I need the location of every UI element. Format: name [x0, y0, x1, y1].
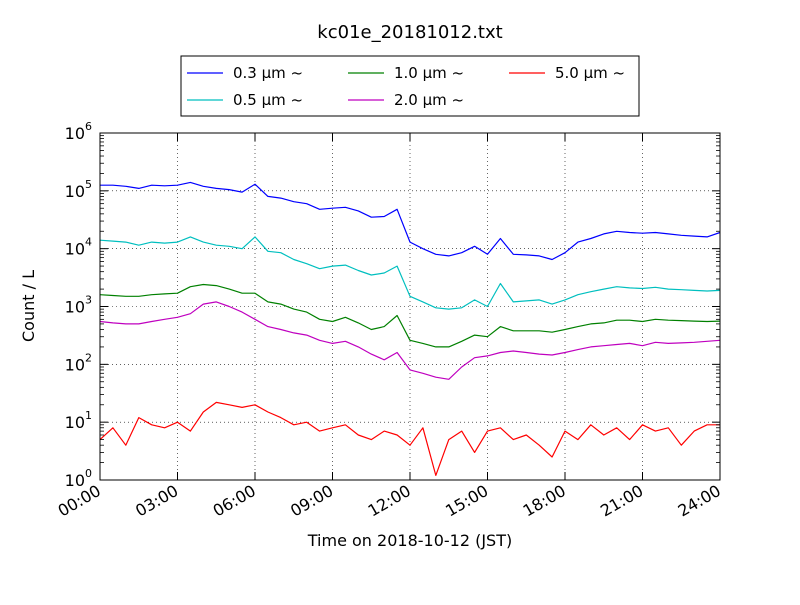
y-tick-label: 103	[65, 294, 92, 317]
legend-label: 5.0 μm ~	[555, 64, 625, 82]
legend: 0.3 μm ~ 0.5 μm ~ 1.0 μm ~ 2.0 μm ~ 5.0 μm ~	[180, 55, 640, 117]
series-line-2	[99, 236, 721, 310]
x-tick-label: 15:00	[442, 481, 491, 521]
y-tick-label: 101	[65, 409, 92, 432]
x-axis-label: Time on 2018-10-12 (JST)	[307, 531, 512, 550]
series-lines	[99, 181, 721, 476]
chart-title: kc01e_20181012.txt	[317, 22, 502, 43]
x-tick-label: 03:00	[132, 481, 181, 521]
legend-label: 1.0 μm ~	[394, 64, 464, 82]
x-tick-label: 09:00	[287, 481, 336, 521]
series-line-3	[99, 283, 721, 348]
series-line-5	[99, 401, 720, 476]
y-tick-label: 104	[65, 236, 92, 259]
x-tick-labels: 00:00 03:00 06:00 09:00 12:00 15:00 18:00 21:00…	[55, 481, 724, 521]
y-axis-label: Count / L	[19, 270, 38, 342]
series-line-1	[100, 181, 721, 261]
series-line-4	[99, 301, 721, 380]
y-tick-label: 105	[65, 178, 92, 201]
legend-box	[180, 55, 640, 117]
x-tick-label: 18:00	[520, 481, 569, 521]
y-tick-label: 102	[65, 351, 92, 374]
grid-lines	[100, 133, 720, 480]
x-tick-label: 06:00	[210, 481, 259, 521]
legend-label: 2.0 μm ~	[394, 91, 464, 109]
plot-border	[99, 132, 721, 481]
plot-area	[99, 132, 721, 481]
x-tick-label: 24:00	[675, 481, 724, 521]
legend-label: 0.5 μm ~	[233, 91, 303, 109]
x-tick-label: 12:00	[365, 481, 414, 521]
x-tick-label: 21:00	[597, 481, 646, 521]
legend-label: 0.3 μm ~	[233, 64, 303, 82]
y-tick-label: 106	[65, 120, 92, 143]
